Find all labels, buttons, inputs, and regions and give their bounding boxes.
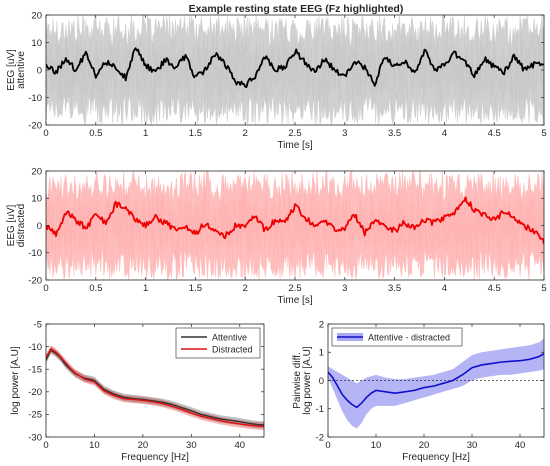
y-tick-label: -1 xyxy=(316,404,324,415)
x-tick-label: 10 xyxy=(371,440,382,451)
plot-area xyxy=(328,338,544,429)
chart-psd: 0 10 20 30 40 -30 -25 -20 -15 -10 -5 Frequency [Hz]… xyxy=(10,319,265,463)
x-axis-label: Time [s] xyxy=(277,140,312,151)
x-tick-label: 2 xyxy=(243,283,248,294)
y-tick-label: -5 xyxy=(34,319,42,330)
x-tick-label: 1 xyxy=(143,283,148,294)
x-tick-label: 20 xyxy=(419,440,430,451)
y-tick-label: 2 xyxy=(319,319,324,330)
y-tick-label: 10 xyxy=(31,194,42,205)
y-tick-label: 20 xyxy=(31,10,42,21)
psd-band-attentive xyxy=(46,346,264,429)
legend-box xyxy=(331,327,463,347)
x-tick-label: 10 xyxy=(89,440,100,451)
x-tick-label: 1.5 xyxy=(189,283,202,294)
y-axis-label: distracted xyxy=(16,204,27,247)
x-tick-label: 2.5 xyxy=(288,128,301,139)
psd-line-distracted xyxy=(46,347,264,427)
y-axis-label: Pairwise diff. xyxy=(292,352,303,409)
x-tick-label: 4.5 xyxy=(488,283,501,294)
legend-label: Attentive - distracted xyxy=(368,332,450,342)
y-tick-label: 1 xyxy=(319,348,324,359)
y-tick-label: -25 xyxy=(28,410,42,421)
y-tick-label: 0 xyxy=(37,65,42,76)
psd-line-attentive xyxy=(46,349,264,426)
axes-frame xyxy=(45,323,265,438)
x-tick-label: 2 xyxy=(243,128,248,139)
chart-distracted: 0 0.5 1 1.5 2 2.5 3 3.5 4 4.5 5 -20 -10 0 10 20 Time [s]… xyxy=(6,166,547,306)
x-tick-label: 1.5 xyxy=(189,128,202,139)
plot-area xyxy=(46,171,544,280)
y-axis-label: EEG [uV] xyxy=(6,204,17,246)
fz-series-line xyxy=(46,196,544,245)
x-tick-label: 3 xyxy=(342,283,347,294)
y-tick-label: -10 xyxy=(28,342,42,353)
y-tick-label: 0 xyxy=(319,376,324,387)
x-tick-label: 0 xyxy=(43,440,48,451)
x-tick-label: 1 xyxy=(143,128,148,139)
diff-ci-band xyxy=(328,338,544,429)
legend-box xyxy=(175,327,261,359)
x-axis-label: Frequency [Hz] xyxy=(121,452,189,463)
y-axis-label: attentive xyxy=(16,51,27,89)
x-tick-label: 2.5 xyxy=(288,283,301,294)
plot-area xyxy=(46,345,264,430)
x-tick-label: 30 xyxy=(186,440,197,451)
x-tick-label: 0 xyxy=(325,440,330,451)
legend-label: Attentive xyxy=(212,332,247,342)
y-tick-label: 0 xyxy=(37,221,42,232)
y-tick-label: 20 xyxy=(31,166,42,177)
x-tick-label: 3.5 xyxy=(388,283,401,294)
x-tick-label: 0 xyxy=(43,283,48,294)
y-tick-label: -20 xyxy=(28,275,42,286)
y-tick-label: -10 xyxy=(28,248,42,259)
diff-line xyxy=(328,352,544,409)
x-tick-label: 30 xyxy=(467,440,478,451)
x-tick-label: 0.5 xyxy=(89,283,102,294)
y-axis-label: log power [A.U] xyxy=(10,346,21,415)
y-tick-label: -20 xyxy=(28,120,42,131)
y-tick-label: -20 xyxy=(28,387,42,398)
x-tick-label: 4.5 xyxy=(488,128,501,139)
y-tick-label: -30 xyxy=(28,432,42,443)
x-tick-label: 5 xyxy=(541,283,546,294)
figure-title: Example resting state EEG (Fz highlighte… xyxy=(189,3,404,15)
x-tick-label: 4 xyxy=(442,283,447,294)
x-tick-label: 3 xyxy=(342,128,347,139)
x-tick-label: 40 xyxy=(515,440,526,451)
legend-label: Distracted xyxy=(212,344,253,354)
y-tick-label: 10 xyxy=(31,38,42,49)
x-tick-label: 3.5 xyxy=(388,128,401,139)
fz-series-line xyxy=(46,47,544,88)
y-tick-label: -15 xyxy=(28,365,42,376)
y-axis-label: log power [A.U] xyxy=(302,346,313,415)
y-tick-label: -10 xyxy=(28,93,42,104)
x-tick-label: 0 xyxy=(43,128,48,139)
x-tick-label: 4 xyxy=(442,128,447,139)
y-tick-label: -2 xyxy=(316,432,324,443)
x-axis-label: Time [s] xyxy=(277,295,312,306)
x-axis-label: Frequency [Hz] xyxy=(402,452,470,463)
x-tick-label: 20 xyxy=(138,440,149,451)
chart-attentive: 0 0.5 1 1.5 2 2.5 3 3.5 4 4.5 5 -20 -10 0 10 20 Time [s]… xyxy=(6,10,547,151)
chart-diff: 0 10 20 30 40 -2 -1 0 1 2 Frequency [Hz] Pairwise d… xyxy=(292,319,545,463)
x-tick-label: 0.5 xyxy=(89,128,102,139)
y-axis-label: EEG [uV] xyxy=(6,49,17,91)
x-tick-label: 40 xyxy=(234,440,245,451)
channel-trace xyxy=(46,182,544,269)
psd-band-distracted xyxy=(46,345,264,430)
plot-area xyxy=(46,15,544,125)
x-tick-label: 5 xyxy=(541,128,546,139)
